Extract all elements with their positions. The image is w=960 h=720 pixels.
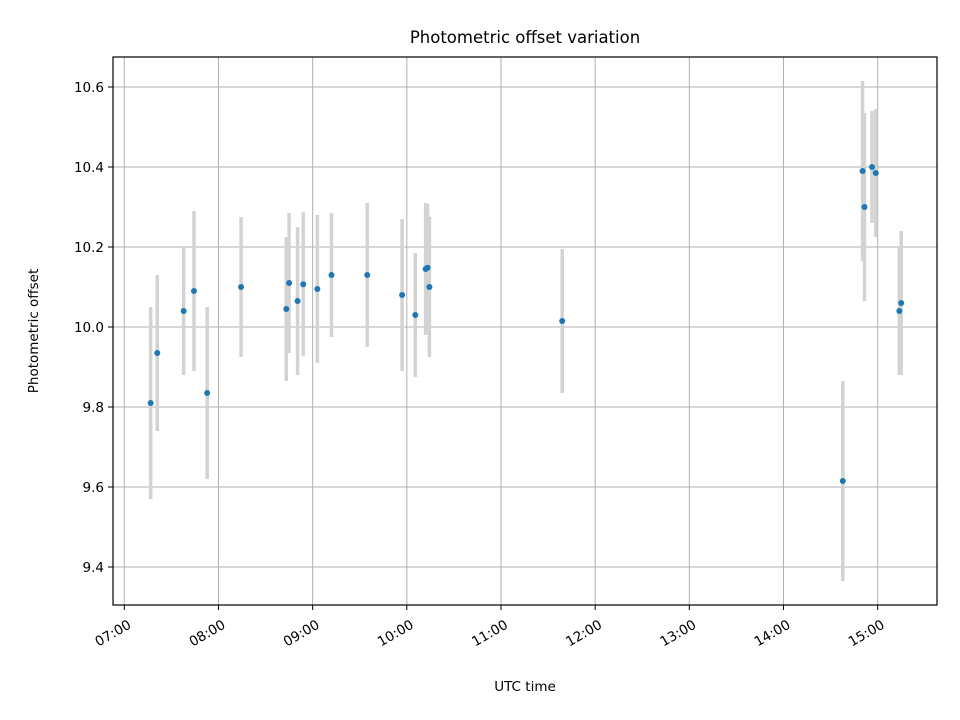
data-point <box>328 272 335 278</box>
data-point <box>424 264 431 271</box>
y-tick-label: 10.6 <box>74 80 104 96</box>
data-point <box>559 318 566 324</box>
x-tick-label: 15:00 <box>846 617 888 650</box>
data-point <box>190 288 197 294</box>
data-point <box>364 272 371 278</box>
x-tick-label: 11:00 <box>469 617 511 650</box>
data-point <box>314 286 321 292</box>
data-point <box>204 390 211 396</box>
y-tick-label: 10.4 <box>74 160 104 176</box>
data-point <box>154 350 161 356</box>
data-point <box>861 204 868 210</box>
data-point <box>180 308 187 314</box>
x-tick-label: 13:00 <box>657 617 699 650</box>
data-point <box>238 284 245 290</box>
point-layer <box>147 164 905 484</box>
y-tick-label: 9.4 <box>83 560 104 576</box>
data-point <box>898 300 905 306</box>
data-point <box>399 292 406 298</box>
data-point <box>300 281 307 288</box>
x-tick-label: 12:00 <box>563 617 605 650</box>
data-point <box>286 280 293 286</box>
data-point <box>426 284 433 290</box>
plot-frame <box>112 56 938 606</box>
y-tick-label: 10.0 <box>74 320 104 336</box>
grid-layer <box>113 57 937 605</box>
data-point <box>294 298 301 304</box>
chart-title: Photometric offset variation <box>410 28 640 47</box>
y-tick-label: 10.2 <box>74 240 104 256</box>
x-tick-label: 07:00 <box>92 617 134 650</box>
data-point <box>872 170 879 176</box>
x-tick-label: 09:00 <box>281 617 323 650</box>
data-point <box>859 168 866 174</box>
x-tick-label: 14:00 <box>752 617 794 650</box>
x-tick-label: 08:00 <box>187 617 229 650</box>
y-tick-label: 9.6 <box>83 480 104 496</box>
data-point <box>147 400 154 406</box>
tick-layer: 07:00 08:00 09:00 10:00 11:00 12:00 13:00 14:00… <box>74 80 888 650</box>
x-axis-label: UTC time <box>494 679 556 695</box>
y-axis-label: Photometric offset <box>26 269 42 393</box>
errorbar-layer <box>148 81 903 581</box>
data-point <box>283 306 290 312</box>
data-point <box>839 478 846 484</box>
data-point <box>412 312 419 318</box>
x-tick-label: 10:00 <box>375 617 417 650</box>
data-point <box>896 308 903 314</box>
y-tick-label: 9.8 <box>83 400 104 416</box>
data-point <box>869 164 876 170</box>
